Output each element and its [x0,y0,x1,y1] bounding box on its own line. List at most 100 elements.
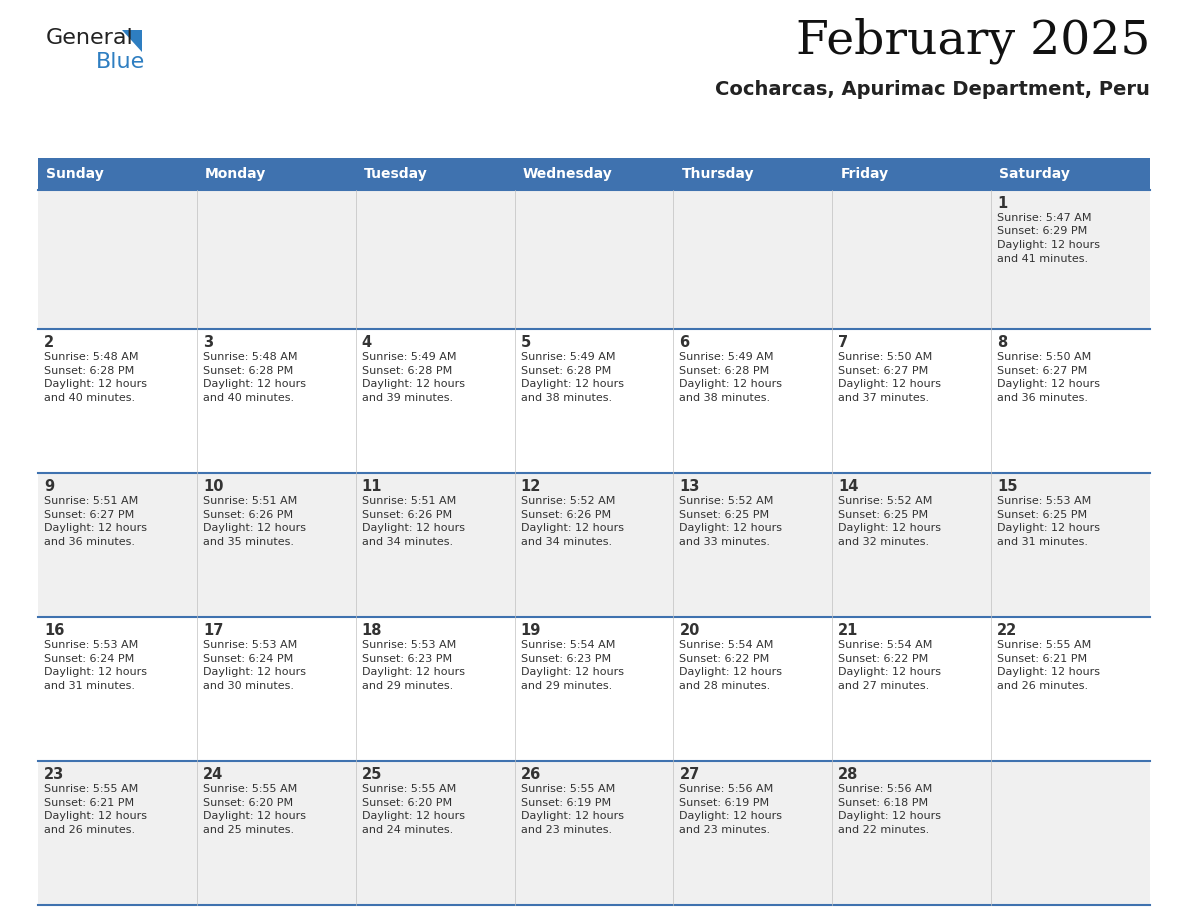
Text: 13: 13 [680,479,700,494]
Text: and 33 minutes.: and 33 minutes. [680,537,771,547]
Text: Sunset: 6:23 PM: Sunset: 6:23 PM [520,654,611,664]
Bar [197,617,355,761]
Text: and 25 minutes.: and 25 minutes. [203,824,293,834]
Bar [674,158,833,190]
Text: Sunset: 6:26 PM: Sunset: 6:26 PM [520,509,611,520]
Text: Cocharcas, Apurimac Department, Peru: Cocharcas, Apurimac Department, Peru [715,80,1150,99]
Text: Sunrise: 5:55 AM: Sunrise: 5:55 AM [203,784,297,794]
Text: Sunset: 6:20 PM: Sunset: 6:20 PM [361,798,451,808]
Text: Sunset: 6:21 PM: Sunset: 6:21 PM [997,654,1087,664]
Bar [991,330,1150,474]
Text: Thursday: Thursday [682,167,754,181]
Text: Sunset: 6:27 PM: Sunset: 6:27 PM [997,366,1087,376]
Bar [197,158,355,190]
Text: Monday: Monday [204,167,266,181]
Text: 18: 18 [361,623,383,638]
Text: 25: 25 [361,767,383,782]
Text: Sunset: 6:28 PM: Sunset: 6:28 PM [520,366,611,376]
Text: and 34 minutes.: and 34 minutes. [520,537,612,547]
Text: 24: 24 [203,767,223,782]
Text: 19: 19 [520,623,541,638]
Bar [514,474,674,617]
Bar [197,761,355,905]
Text: 6: 6 [680,335,689,351]
Bar [355,190,514,330]
Text: Sunrise: 5:54 AM: Sunrise: 5:54 AM [839,640,933,650]
Bar [674,330,833,474]
Text: and 24 minutes.: and 24 minutes. [361,824,453,834]
Text: Daylight: 12 hours: Daylight: 12 hours [997,523,1100,533]
Text: 20: 20 [680,623,700,638]
Bar [38,158,197,190]
Text: Daylight: 12 hours: Daylight: 12 hours [44,812,147,821]
Text: and 29 minutes.: and 29 minutes. [520,681,612,690]
Text: and 39 minutes.: and 39 minutes. [361,393,453,403]
Text: Sunrise: 5:49 AM: Sunrise: 5:49 AM [520,353,615,363]
Text: Sunrise: 5:52 AM: Sunrise: 5:52 AM [680,497,773,507]
Text: and 38 minutes.: and 38 minutes. [520,393,612,403]
Text: Blue: Blue [96,52,145,72]
Bar [833,474,991,617]
Text: and 26 minutes.: and 26 minutes. [44,824,135,834]
Text: Sunset: 6:23 PM: Sunset: 6:23 PM [361,654,451,664]
Text: Sunrise: 5:55 AM: Sunrise: 5:55 AM [520,784,615,794]
Text: Daylight: 12 hours: Daylight: 12 hours [839,523,941,533]
Text: 21: 21 [839,623,859,638]
Text: Sunset: 6:18 PM: Sunset: 6:18 PM [839,798,928,808]
Text: and 30 minutes.: and 30 minutes. [203,681,293,690]
Text: 27: 27 [680,767,700,782]
Bar [355,617,514,761]
Text: Daylight: 12 hours: Daylight: 12 hours [203,812,305,821]
Text: Sunrise: 5:53 AM: Sunrise: 5:53 AM [44,640,138,650]
Bar [514,158,674,190]
Text: and 22 minutes.: and 22 minutes. [839,824,929,834]
Text: Daylight: 12 hours: Daylight: 12 hours [997,240,1100,250]
Text: Sunset: 6:21 PM: Sunset: 6:21 PM [44,798,134,808]
Bar [514,617,674,761]
Text: Sunset: 6:19 PM: Sunset: 6:19 PM [520,798,611,808]
Text: Sunrise: 5:51 AM: Sunrise: 5:51 AM [44,497,138,507]
Text: Sunrise: 5:50 AM: Sunrise: 5:50 AM [839,353,933,363]
Text: Daylight: 12 hours: Daylight: 12 hours [44,523,147,533]
Text: Sunset: 6:20 PM: Sunset: 6:20 PM [203,798,293,808]
Text: Sunrise: 5:49 AM: Sunrise: 5:49 AM [361,353,456,363]
Text: and 32 minutes.: and 32 minutes. [839,537,929,547]
Text: Sunrise: 5:52 AM: Sunrise: 5:52 AM [839,497,933,507]
Bar [991,617,1150,761]
Text: Sunrise: 5:53 AM: Sunrise: 5:53 AM [997,497,1092,507]
Text: February 2025: February 2025 [796,18,1150,64]
Bar [197,190,355,330]
Bar [38,330,197,474]
Text: Daylight: 12 hours: Daylight: 12 hours [203,379,305,389]
Text: Sunrise: 5:55 AM: Sunrise: 5:55 AM [997,640,1092,650]
Text: Saturday: Saturday [999,167,1070,181]
Text: Daylight: 12 hours: Daylight: 12 hours [520,812,624,821]
Bar [38,761,197,905]
Text: Wednesday: Wednesday [523,167,612,181]
Bar [991,158,1150,190]
Bar [833,617,991,761]
Bar [514,190,674,330]
Text: Sunset: 6:26 PM: Sunset: 6:26 PM [361,509,451,520]
Bar [833,330,991,474]
Bar [674,474,833,617]
Text: 23: 23 [44,767,64,782]
Text: Sunrise: 5:48 AM: Sunrise: 5:48 AM [44,353,139,363]
Polygon shape [122,30,143,52]
Bar [514,761,674,905]
Text: 1: 1 [997,196,1007,211]
Text: Sunrise: 5:48 AM: Sunrise: 5:48 AM [203,353,297,363]
Text: Sunrise: 5:55 AM: Sunrise: 5:55 AM [361,784,456,794]
Text: Tuesday: Tuesday [364,167,428,181]
Text: Daylight: 12 hours: Daylight: 12 hours [203,523,305,533]
Text: 4: 4 [361,335,372,351]
Text: Daylight: 12 hours: Daylight: 12 hours [361,379,465,389]
Text: Sunset: 6:28 PM: Sunset: 6:28 PM [680,366,770,376]
Bar [674,761,833,905]
Bar [355,158,514,190]
Text: Sunrise: 5:47 AM: Sunrise: 5:47 AM [997,213,1092,223]
Text: Daylight: 12 hours: Daylight: 12 hours [520,667,624,677]
Text: 10: 10 [203,479,223,494]
Text: Sunset: 6:28 PM: Sunset: 6:28 PM [44,366,134,376]
Text: and 23 minutes.: and 23 minutes. [520,824,612,834]
